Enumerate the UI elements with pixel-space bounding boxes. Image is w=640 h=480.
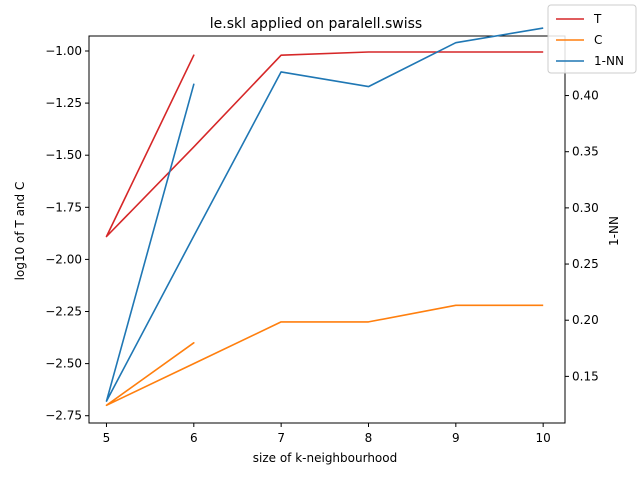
x-tick-label: 8 xyxy=(365,431,373,445)
y2-tick-label: 0.40 xyxy=(572,89,599,103)
y2-tick-label: 0.15 xyxy=(572,369,599,383)
series-line-t xyxy=(105,51,544,238)
x-tick-label: 7 xyxy=(277,431,285,445)
y2-tick-label: 0.35 xyxy=(572,145,599,159)
y-tick-label: −2.50 xyxy=(45,357,82,371)
plot-frame xyxy=(88,35,566,424)
y2-tick-label: 0.25 xyxy=(572,257,599,271)
x-axis-ticks: 5 6 7 8 9 10 xyxy=(103,423,551,445)
x-tick-label: 9 xyxy=(452,431,460,445)
y-tick-label: −1.25 xyxy=(45,96,82,110)
series-line-c xyxy=(105,304,544,407)
x-axis-label: size of k-neighbourhood xyxy=(253,451,397,465)
legend-label: T xyxy=(593,12,602,26)
y-tick-label: −2.75 xyxy=(45,409,82,423)
y-tick-label: −1.50 xyxy=(45,148,82,162)
y-tick-label: −1.00 xyxy=(45,44,82,58)
y-tick-label: −2.00 xyxy=(45,252,82,266)
x-tick-label: 6 xyxy=(190,431,198,445)
legend-label: 1-NN xyxy=(594,54,624,68)
legend-label: C xyxy=(594,33,602,47)
y-tick-label: −1.75 xyxy=(45,200,82,214)
y-axis-ticks: −2.75 −2.50 −2.25 −2.00 −1.75 −1.50 −1.25 −1.00 xyxy=(45,44,89,423)
plot-area xyxy=(88,35,566,424)
legend-box xyxy=(547,4,637,74)
series-lines xyxy=(105,27,544,407)
y-axis-label: log10 of T and C xyxy=(13,182,27,281)
y2-tick-label: 0.20 xyxy=(572,313,599,327)
legend: TC 1-NN xyxy=(547,4,637,74)
y2-axis-label: 1-NN xyxy=(607,216,621,246)
x-tick-label: 10 xyxy=(536,431,551,445)
y-tick-label: −2.25 xyxy=(45,305,82,319)
chart-title: le.skl applied on paralell.swiss xyxy=(210,16,422,32)
series-line-1-nn xyxy=(105,27,544,402)
y2-axis-ticks: 0.15 0.20 0.25 0.30 0.35 0.40 xyxy=(565,89,599,383)
x-tick-label: 5 xyxy=(103,431,111,445)
y2-tick-label: 0.30 xyxy=(572,201,599,215)
